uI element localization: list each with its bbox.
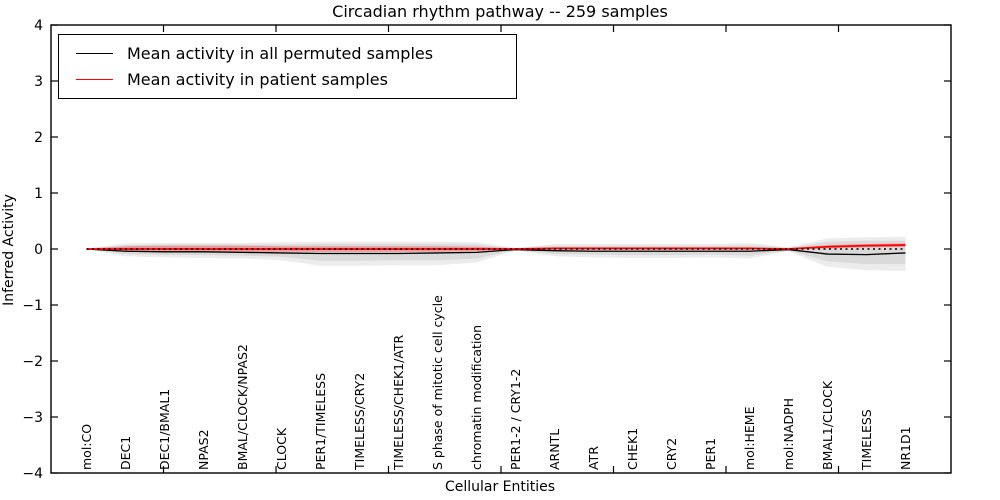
legend-entry-permuted: Mean activity in all permuted samples xyxy=(59,44,516,64)
category-label-per1-2-cry1-2: PER1-2 / CRY1-2 xyxy=(508,369,523,470)
series-line-0 xyxy=(86,248,906,256)
permuted-range-outer-band xyxy=(86,236,906,271)
legend-line-swatch-black xyxy=(76,53,113,54)
category-label-per1-timeless: PER1/TIMELESS xyxy=(313,373,328,470)
category-label-timeless: TIMELESS xyxy=(859,409,874,471)
category-label-nr1d1: NR1D1 xyxy=(898,426,913,470)
y-tick-label: 4 xyxy=(34,18,43,34)
category-label-atr: ATR xyxy=(586,446,601,470)
x-axis-label: Cellular Entities xyxy=(444,479,556,495)
patient-range-band xyxy=(86,243,906,253)
legend-entry-patient: Mean activity in patient samples xyxy=(59,70,516,90)
y-tick-label: 0 xyxy=(34,242,43,258)
category-label-s-phase-of-mitotic-cell-cycle: S phase of mitotic cell cycle xyxy=(430,295,445,470)
category-label-bmal-clock-npas2: BMAL/CLOCK/NPAS2 xyxy=(235,344,250,470)
y-tick-label: 3 xyxy=(34,74,43,90)
y-tick-label: −4 xyxy=(22,466,43,482)
category-label-per1: PER1 xyxy=(703,438,718,470)
category-label-bmal1-clock: BMAL1/CLOCK xyxy=(820,380,835,470)
legend-line-swatch-red xyxy=(76,79,113,80)
category-label-chromatin-modification: chromatin modification xyxy=(469,325,484,470)
legend-box: Mean activity in all permuted samples Me… xyxy=(58,34,517,99)
legend-label-patient: Mean activity in patient samples xyxy=(127,69,388,89)
category-label-chek1: CHEK1 xyxy=(625,428,640,470)
permuted-range-inner-band xyxy=(86,240,906,265)
chart-title: Circadian rhythm pathway -- 259 samples xyxy=(332,2,668,21)
category-label-clock: CLOCK xyxy=(274,427,289,470)
category-label-mol-heme: mol:HEME xyxy=(742,406,757,470)
y-tick-label: 1 xyxy=(34,186,43,202)
y-axis-label: Inferred Activity xyxy=(1,194,17,306)
y-tick-label: 2 xyxy=(34,130,43,146)
y-tick-label: −1 xyxy=(22,298,43,314)
legend-label-permuted: Mean activity in all permuted samples xyxy=(127,43,434,63)
y-tick-label: −2 xyxy=(22,354,43,370)
category-label-mol-co: mol:CO xyxy=(79,424,94,470)
category-label-timeless-chek1-atr: TIMELESS/CHEK1/ATR xyxy=(391,334,406,471)
category-label-dec1-bmal1: DEC1/BMAL1 xyxy=(157,389,172,470)
category-label-arntl: ARNTL xyxy=(547,429,562,470)
category-label-mol-nadph: mol:NADPH xyxy=(781,398,796,470)
category-label-cry2: CRY2 xyxy=(664,438,679,470)
category-label-dec1: DEC1 xyxy=(118,436,133,470)
y-tick-label: −3 xyxy=(22,410,43,426)
category-label-npas2: NPAS2 xyxy=(196,429,211,470)
category-label-timeless-cry2: TIMELESS/CRY2 xyxy=(352,373,367,471)
